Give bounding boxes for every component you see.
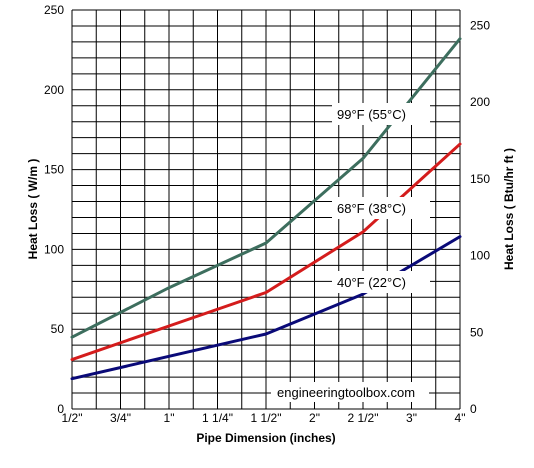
left-tick-label: 250 — [44, 3, 64, 17]
series-label-1: 99°F (55°C) — [337, 107, 406, 122]
left-axis-ticks: 0 50 100 150 200 250 — [44, 3, 64, 416]
series-label-background — [332, 103, 430, 125]
left-axis-title: Heat Loss ( W/m ) — [26, 159, 40, 260]
series-labels: 99°F (55°C) 68°F (38°C) 40°F (22°C) — [332, 103, 430, 293]
x-tick-label: 1 1/4" — [202, 411, 233, 425]
left-tick-label: 150 — [44, 163, 64, 177]
left-tick-label: 100 — [44, 242, 64, 256]
series-label-background — [332, 271, 430, 293]
right-axis-title: Heat Loss ( Btu/hr ft ) — [502, 148, 516, 270]
series-label-2: 68°F (38°C) — [337, 201, 406, 216]
x-tick-label: 3" — [406, 411, 417, 425]
x-tick-label: 4" — [455, 411, 466, 425]
watermark-background — [271, 382, 429, 402]
right-tick-label: 50 — [470, 325, 484, 339]
right-tick-label: 200 — [470, 95, 490, 109]
x-tick-label: 2 1/2" — [348, 411, 379, 425]
x-tick-label: 2" — [309, 411, 320, 425]
right-tick-label: 150 — [470, 172, 490, 186]
right-axis-ticks: 0 50 100 150 200 250 — [470, 18, 490, 416]
left-tick-label: 200 — [44, 83, 64, 97]
right-tick-label: 100 — [470, 249, 490, 263]
right-tick-label: 0 — [470, 402, 477, 416]
right-tick-label: 250 — [470, 18, 490, 32]
x-tick-label: 1" — [164, 411, 175, 425]
x-tick-label: 1 1/2" — [251, 411, 282, 425]
watermark: engineeringtoolbox.com — [277, 385, 415, 400]
x-axis-title: Pipe Dimension (inches) — [196, 431, 335, 445]
x-axis-ticks: 1/2" 3/4" 1" 1 1/4" 1 1/2" 2" 2 1/2" 3" 4" — [62, 411, 466, 425]
series-label-background — [332, 197, 430, 219]
x-tick-label: 3/4" — [110, 411, 131, 425]
x-tick-label: 1/2" — [62, 411, 83, 425]
left-tick-label: 0 — [57, 402, 64, 416]
series-label-3: 40°F (22°C) — [337, 275, 406, 290]
left-tick-label: 50 — [51, 322, 65, 336]
